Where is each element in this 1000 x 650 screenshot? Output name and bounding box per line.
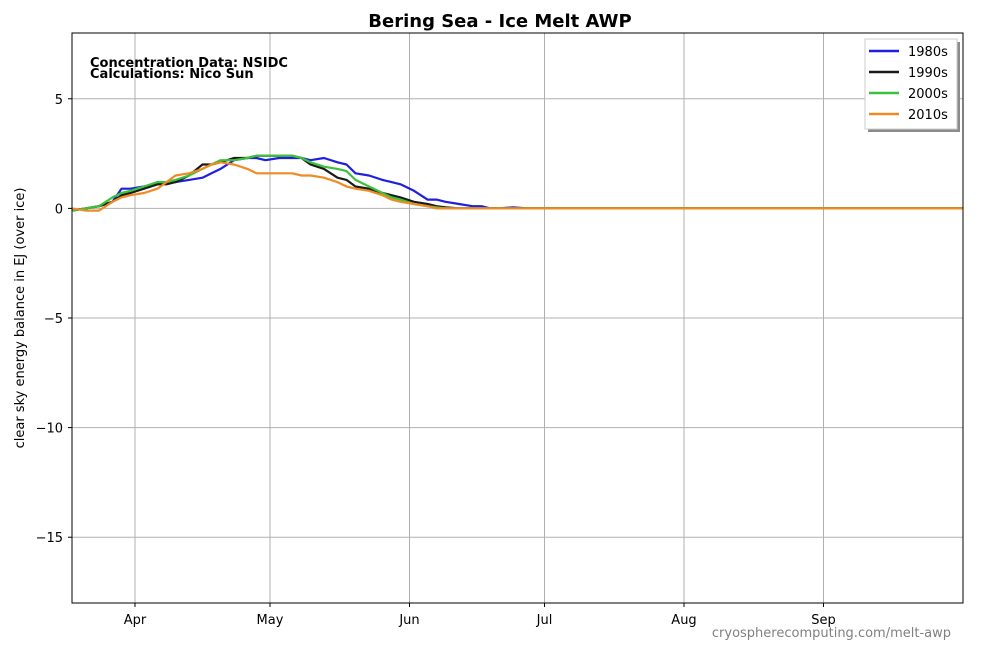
y-tick-label: −5 [44, 312, 63, 327]
legend: 1980s 1990s 2000s 2010s [864, 38, 960, 132]
legend-label: 1990s [908, 66, 948, 81]
series-lines [71, 154, 963, 212]
y-axis-ticks: 5 0 −5 −10 −15 [36, 93, 72, 546]
y-tick-label: 5 [55, 93, 63, 108]
x-tick-label: Jul [536, 613, 553, 628]
y-tick-label: 0 [55, 202, 63, 217]
y-axis-label: clear sky energy balance in EJ (over ice… [13, 188, 28, 449]
series-line-1980s [71, 156, 963, 212]
annotation-calculations: Calculations: Nico Sun [90, 67, 254, 82]
legend-label: 2000s [908, 87, 948, 102]
x-tick-label: Aug [671, 613, 696, 628]
series-line-1990s [71, 154, 963, 212]
y-tick-label: −10 [36, 422, 63, 437]
legend-label: 2010s [908, 108, 948, 123]
legend-label: 1980s [908, 45, 948, 60]
x-tick-label: Jun [398, 613, 419, 628]
x-tick-label: May [257, 613, 284, 628]
credit-text: cryospherecomputing.com/melt-awp [712, 626, 951, 641]
y-tick-label: −15 [36, 531, 63, 546]
grid [72, 33, 963, 603]
x-axis-ticks: Apr May Jun Jul Aug Sep [124, 603, 836, 628]
x-tick-label: Apr [124, 613, 147, 628]
series-line-2010s [71, 161, 963, 212]
x-tick-label: Sep [811, 613, 836, 628]
chart-title: Bering Sea - Ice Melt AWP [368, 11, 631, 32]
annotation-data-source: Concentration Data: NSIDC [90, 56, 288, 71]
